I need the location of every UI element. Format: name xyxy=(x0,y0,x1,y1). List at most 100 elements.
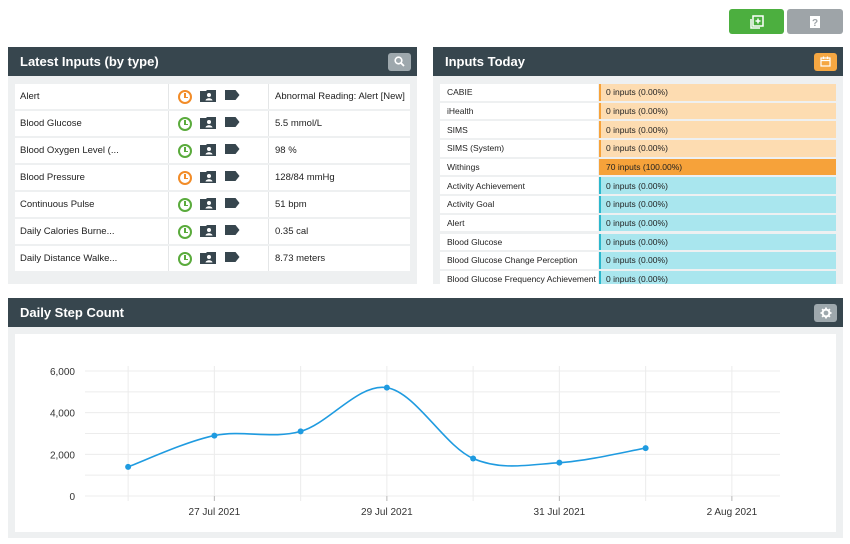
latest-inputs-header: Latest Inputs (by type) xyxy=(8,47,417,76)
clock-icon[interactable] xyxy=(178,89,192,104)
latest-input-row[interactable]: Continuous Pulse 51 bpm xyxy=(15,192,410,217)
help-icon: ? xyxy=(810,15,820,29)
source-name: iHealth xyxy=(440,102,598,120)
tag-icon[interactable] xyxy=(224,171,240,184)
tag-icon[interactable] xyxy=(224,225,240,238)
input-source-row: iHealth 0 inputs (0.00%) xyxy=(440,102,836,120)
input-value: 0.35 cal xyxy=(275,226,309,237)
row-actions xyxy=(169,192,269,217)
inputs-today-list: CABIE 0 inputs (0.00%) iHealth 0 inputs (0.… xyxy=(433,76,843,284)
latest-input-row[interactable]: Blood Glucose 5.5 mmol/L xyxy=(15,111,410,136)
data-point[interactable] xyxy=(211,432,218,439)
latest-input-row[interactable]: Blood Pressure 128/84 mmHg xyxy=(15,165,410,190)
help-button[interactable]: ? xyxy=(787,9,843,34)
input-source-row: SIMS 0 inputs (0.00%) xyxy=(440,121,836,138)
latest-input-row[interactable]: Blood Oxygen Level (... 98 % xyxy=(15,138,410,163)
data-point[interactable] xyxy=(470,455,477,462)
tag-icon[interactable] xyxy=(224,90,240,103)
source-count-bar: 0 inputs (0.00%) xyxy=(599,214,836,232)
input-source-row: Activity Goal 0 inputs (0.00%) xyxy=(440,196,836,213)
row-actions xyxy=(169,84,269,109)
input-value: 51 bpm xyxy=(275,199,307,210)
latest-input-row[interactable]: Alert Abnormal Reading: Alert [New] xyxy=(15,84,410,109)
source-name: Activity Goal xyxy=(440,196,598,213)
data-point[interactable] xyxy=(125,463,132,470)
contact-card-icon[interactable] xyxy=(200,224,216,240)
daily-step-count-panel: Daily Step Count 0 2,000 4,000 6,000 27 Jul … xyxy=(8,298,843,538)
calendar-icon xyxy=(820,56,831,67)
input-type-label: Daily Calories Burne... xyxy=(15,219,169,244)
data-point[interactable] xyxy=(556,459,563,466)
chart-settings-button[interactable] xyxy=(814,303,837,322)
clock-icon[interactable] xyxy=(178,143,192,158)
source-count-bar: 0 inputs (0.00%) xyxy=(599,252,836,269)
source-name: Activity Achievement xyxy=(440,177,598,194)
step-count-chart: 0 2,000 4,000 6,000 27 Jul 2021 29 Jul 2021 31… xyxy=(50,366,780,518)
clock-icon[interactable] xyxy=(178,170,192,185)
source-count-bar: 70 inputs (100.00%) xyxy=(599,158,836,176)
input-source-row: CABIE 0 inputs (0.00%) xyxy=(440,84,836,101)
inputs-today-panel: Inputs Today CABIE 0 inputs (0.00%) iHealt… xyxy=(433,47,843,284)
inputs-today-title: Inputs Today xyxy=(445,54,525,69)
source-name: CABIE xyxy=(440,84,598,101)
tag-icon[interactable] xyxy=(224,252,240,265)
clock-icon[interactable] xyxy=(178,116,192,131)
search-icon xyxy=(394,56,405,67)
data-point[interactable] xyxy=(297,428,304,435)
source-count-bar: 0 inputs (0.00%) xyxy=(599,121,836,138)
tag-icon[interactable] xyxy=(224,144,240,157)
clock-icon[interactable] xyxy=(178,197,192,212)
source-name: SIMS xyxy=(440,121,598,138)
x-tick-label: 27 Jul 2021 xyxy=(189,507,241,518)
contact-card-icon[interactable] xyxy=(200,89,216,105)
source-name: Blood Glucose Frequency Achievement xyxy=(440,270,598,284)
source-count-bar: 0 inputs (0.00%) xyxy=(599,196,836,213)
x-tick-label: 2 Aug 2021 xyxy=(707,507,758,518)
clock-icon[interactable] xyxy=(178,251,192,266)
clock-icon[interactable] xyxy=(178,224,192,239)
data-point[interactable] xyxy=(383,384,390,391)
contact-card-icon[interactable] xyxy=(200,116,216,132)
latest-input-row[interactable]: Daily Calories Burne... 0.35 cal xyxy=(15,219,410,244)
source-count-bar: 0 inputs (0.00%) xyxy=(599,84,836,101)
y-tick-label: 4,000 xyxy=(50,409,75,420)
input-source-row: Withings 70 inputs (100.00%) xyxy=(440,158,836,176)
source-name: Alert xyxy=(440,214,598,232)
input-value: 5.5 mmol/L xyxy=(275,118,322,129)
input-source-row: Blood Glucose 0 inputs (0.00%) xyxy=(440,233,836,250)
source-count-bar: 0 inputs (0.00%) xyxy=(599,102,836,120)
latest-input-row[interactable]: Daily Distance Walke... 8.73 meters xyxy=(15,246,410,271)
latest-inputs-list: Alert Abnormal Reading: Alert [New] Blood … xyxy=(8,76,417,284)
row-actions xyxy=(169,111,269,136)
search-button[interactable] xyxy=(388,52,411,71)
contact-card-icon[interactable] xyxy=(200,170,216,186)
add-widget-button[interactable] xyxy=(729,9,784,34)
input-value: 8.73 meters xyxy=(275,253,326,264)
tag-icon[interactable] xyxy=(224,117,240,130)
svg-text:?: ? xyxy=(812,18,818,29)
contact-card-icon[interactable] xyxy=(200,251,216,267)
source-name: Withings xyxy=(440,158,598,176)
data-point[interactable] xyxy=(642,445,649,452)
input-type-label: Blood Glucose xyxy=(15,111,169,136)
source-count-bar: 0 inputs (0.00%) xyxy=(599,233,836,250)
row-actions xyxy=(169,165,269,190)
source-count-bar: 0 inputs (0.00%) xyxy=(599,177,836,194)
x-tick-label: 29 Jul 2021 xyxy=(361,507,413,518)
input-source-row: Activity Achievement 0 inputs (0.00%) xyxy=(440,177,836,194)
input-source-row: Alert 0 inputs (0.00%) xyxy=(440,214,836,232)
contact-card-icon[interactable] xyxy=(200,197,216,213)
daily-step-count-title: Daily Step Count xyxy=(20,305,125,320)
source-name: Blood Glucose xyxy=(440,233,598,250)
source-name: SIMS (System) xyxy=(440,140,598,157)
source-count-bar: 0 inputs (0.00%) xyxy=(599,140,836,157)
row-actions xyxy=(169,219,269,244)
latest-inputs-panel: Latest Inputs (by type) Alert Abnormal Re… xyxy=(8,47,417,284)
tag-icon[interactable] xyxy=(224,198,240,211)
add-icon xyxy=(749,14,764,29)
x-tick-label: 31 Jul 2021 xyxy=(534,507,586,518)
top-actions: ? xyxy=(729,9,843,34)
source-name: Blood Glucose Change Perception xyxy=(440,252,598,269)
calendar-button[interactable] xyxy=(814,52,837,71)
contact-card-icon[interactable] xyxy=(200,143,216,159)
